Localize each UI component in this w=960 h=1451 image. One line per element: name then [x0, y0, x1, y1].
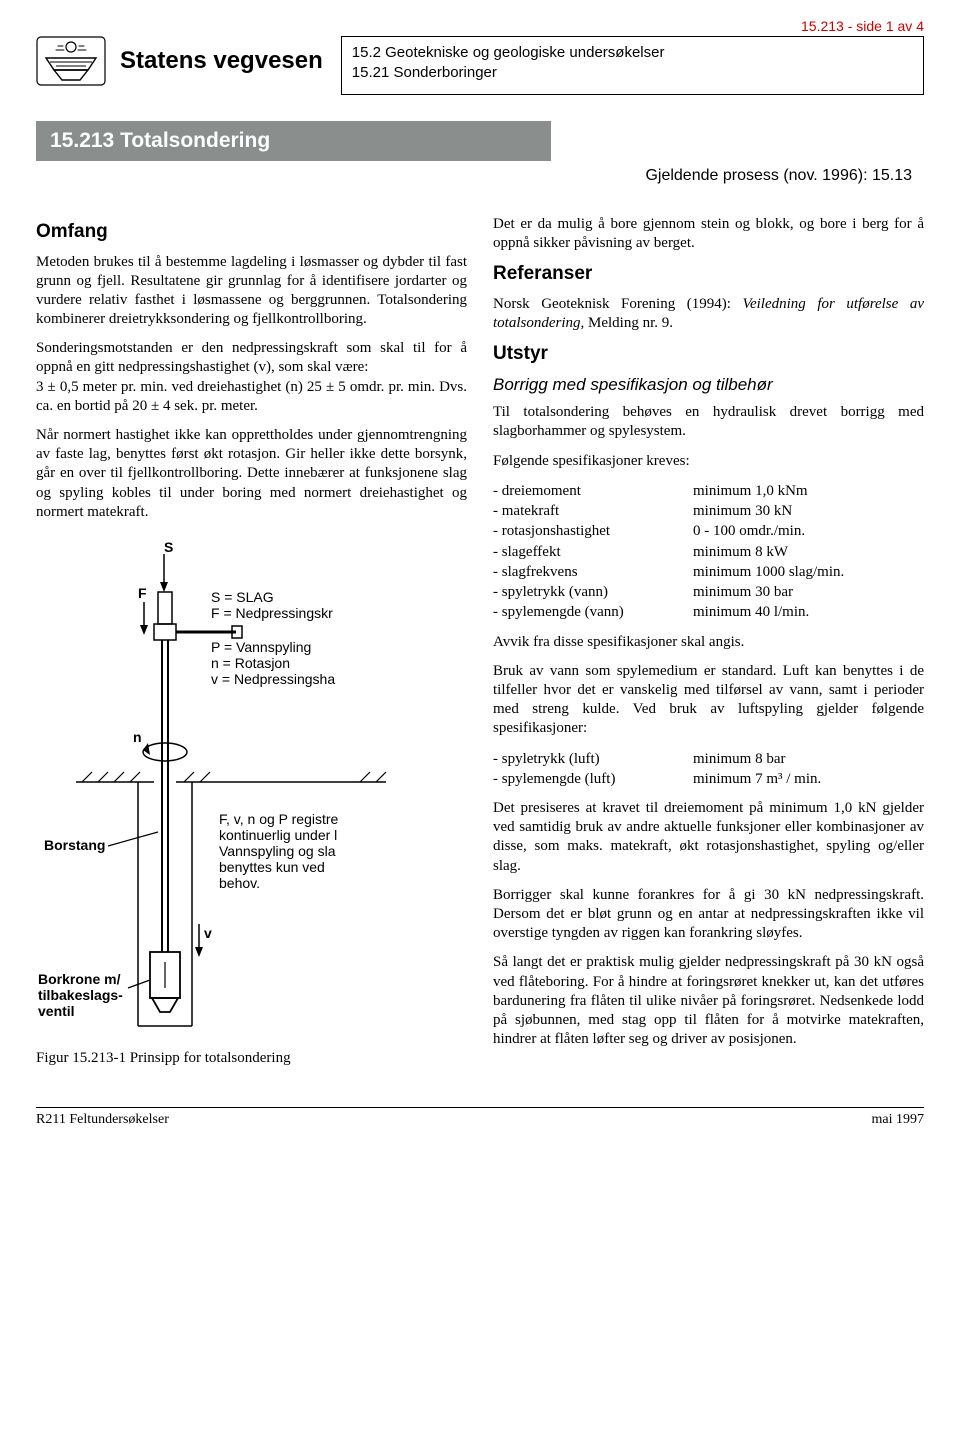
- spec-row: - spylemengde (luft)minimum 7 m³ / min.: [493, 769, 924, 789]
- content-columns: Omfang Metoden brukes til å bestemme lag…: [36, 215, 924, 1077]
- referanser-para: Norsk Geoteknisk Forening (1994): Veiled…: [493, 295, 924, 333]
- omfang-para-2: Sonderingsmotstanden er den nedpressings…: [36, 339, 467, 416]
- footer-left: R211 Feltundersøkelser: [36, 1112, 169, 1128]
- dreie-para: Det presiseres at kravet til dreiemoment…: [493, 799, 924, 876]
- section-title-bar: 15.213 Totalsondering: [36, 121, 551, 161]
- spec-value: minimum 7 m³ / min.: [693, 769, 924, 789]
- page-footer: R211 Feltundersøkelser mai 1997: [36, 1107, 924, 1128]
- forankre-para: Borrigger skal kunne forankres for å gi …: [493, 886, 924, 944]
- breadcrumb-line-1: 15.2 Geotekniske og geologiske undersøke…: [352, 43, 913, 63]
- statens-vegvesen-logo-icon: [36, 36, 106, 86]
- flate-para: Så langt det er praktisk mulig gjelder n…: [493, 953, 924, 1049]
- intro-para: Det er da mulig å bore gjennom stein og …: [493, 215, 924, 253]
- spec-key: - slagfrekvens: [493, 562, 693, 582]
- heading-referanser: Referanser: [493, 263, 924, 285]
- left-column: Omfang Metoden brukes til å bestemme lag…: [36, 215, 467, 1077]
- avvik-para: Avvik fra disse spesifikasjoner skal ang…: [493, 633, 924, 652]
- fig-label-F: F: [138, 585, 147, 601]
- spec-row: - spyletrykk (vann)minimum 30 bar: [493, 582, 924, 602]
- spec-row: - matekraftminimum 30 kN: [493, 501, 924, 521]
- spec-value: minimum 30 bar: [693, 582, 924, 602]
- figure-caption: Figur 15.213-1 Prinsipp for totalsonderi…: [36, 1050, 467, 1067]
- omfang-para-3: Når normert hastighet ikke kan opprettho…: [36, 426, 467, 522]
- specs-list: - dreiemomentminimum 1,0 kNm- matekraftm…: [493, 481, 924, 623]
- spec-value: minimum 8 kW: [693, 542, 924, 562]
- right-column: Det er da mulig å bore gjennom stein og …: [493, 215, 924, 1077]
- header-row: Statens vegvesen 15.2 Geotekniske og geo…: [36, 36, 924, 95]
- fig-label-S: S: [164, 539, 173, 555]
- spec-key: - matekraft: [493, 501, 693, 521]
- borrigg-para: Til totalsondering behøves en hydraulisk…: [493, 403, 924, 441]
- heading-utstyr: Utstyr: [493, 343, 924, 365]
- spec-row: - slageffektminimum 8 kW: [493, 542, 924, 562]
- gjeldende-prosess: Gjeldende prosess (nov. 1996): 15.13: [36, 167, 924, 185]
- spec-key: - spyletrykk (luft): [493, 749, 693, 769]
- spec-key: - slageffekt: [493, 542, 693, 562]
- heading-omfang: Omfang: [36, 221, 467, 243]
- breadcrumb-line-2: 15.21 Sonderboringer: [352, 63, 913, 83]
- fig-label-n: n: [133, 729, 142, 745]
- fig-legend: S = SLAG F = Nedpressingskr P = Vannspyl…: [211, 589, 337, 687]
- spec-row: - slagfrekvensminimum 1000 slag/min.: [493, 562, 924, 582]
- ref-text: Norsk Geoteknisk Forening (1994): Veiled…: [493, 296, 924, 331]
- omfang-para-1: Metoden brukes til å bestemme lagdeling …: [36, 253, 467, 330]
- page-reference-top: 15.213 - side 1 av 4: [36, 18, 924, 34]
- spec-value: minimum 8 bar: [693, 749, 924, 769]
- spec-value: minimum 40 l/min.: [693, 602, 924, 622]
- spec-key: - spylemengde (luft): [493, 769, 693, 789]
- spec-key: - spyletrykk (vann): [493, 582, 693, 602]
- specs-list-luft: - spyletrykk (luft)minimum 8 bar- spylem…: [493, 749, 924, 790]
- specs-intro: Følgende spesifikasjoner kreves:: [493, 452, 924, 471]
- fig-label-v: v: [204, 925, 212, 941]
- spec-value: 0 - 100 omdr./min.: [693, 521, 924, 541]
- fig-note: F, v, n og P registre kontinuerlig under…: [219, 811, 342, 891]
- logo-and-title: Statens vegvesen: [36, 36, 323, 86]
- spec-value: minimum 30 kN: [693, 501, 924, 521]
- spec-key: - rotasjonshastighet: [493, 521, 693, 541]
- figure-totalsondering: S F S = SLAG F = Nedpre: [36, 532, 467, 1067]
- spec-value: minimum 1000 slag/min.: [693, 562, 924, 582]
- subheading-borrigg: Borrigg med spesifikasjon og tilbehør: [493, 375, 924, 395]
- vann-para: Bruk av vann som spylemedium er standard…: [493, 662, 924, 739]
- spec-key: - dreiemoment: [493, 481, 693, 501]
- spec-key: - spylemengde (vann): [493, 602, 693, 622]
- spec-row: - spylemengde (vann)minimum 40 l/min.: [493, 602, 924, 622]
- spec-value: minimum 1,0 kNm: [693, 481, 924, 501]
- fig-label-borstang: Borstang: [44, 837, 105, 853]
- footer-right: mai 1997: [872, 1112, 925, 1128]
- org-name: Statens vegvesen: [120, 47, 323, 75]
- spec-row: - spyletrykk (luft)minimum 8 bar: [493, 749, 924, 769]
- spec-row: - dreiemomentminimum 1,0 kNm: [493, 481, 924, 501]
- spec-row: - rotasjonshastighet0 - 100 omdr./min.: [493, 521, 924, 541]
- breadcrumb-box: 15.2 Geotekniske og geologiske undersøke…: [341, 36, 924, 95]
- fig-label-borkrone: Borkrone m/ tilbakeslags- ventil: [38, 971, 127, 1019]
